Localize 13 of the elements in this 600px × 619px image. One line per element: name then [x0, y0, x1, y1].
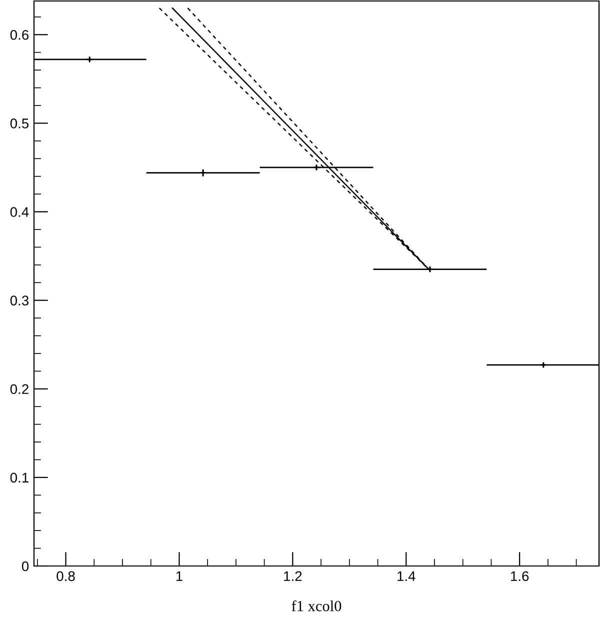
y-tick-label: 0.5	[10, 118, 29, 128]
x-tick-label: 1.6	[510, 571, 529, 582]
x-tick-label: 0.8	[56, 571, 75, 582]
y-tick-label: 0.2	[10, 384, 28, 394]
x-axis-title: f1 xcol0	[292, 600, 342, 612]
y-tick-label: 0.4	[10, 207, 29, 217]
y-tick-label: 0.3	[10, 296, 29, 306]
x-tick-label: 1.2	[284, 571, 302, 581]
y-tick-label: 0.1	[10, 472, 28, 483]
y-tick-label: 0.6	[10, 30, 29, 40]
x-tick-label: 1	[176, 571, 182, 581]
x-tick-label: 1.4	[398, 571, 416, 581]
y-tick-label: 0	[22, 561, 29, 572]
